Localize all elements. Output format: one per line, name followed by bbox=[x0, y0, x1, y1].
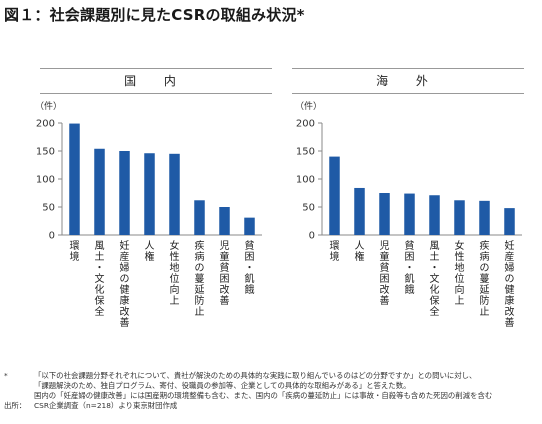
x-category-label: 女性地位向上 bbox=[455, 239, 465, 307]
bar bbox=[479, 200, 490, 235]
bar bbox=[194, 200, 205, 235]
bar bbox=[219, 207, 230, 235]
bar bbox=[454, 200, 465, 235]
footnote-mark bbox=[4, 381, 34, 391]
x-category-label: 風土・文化保全 bbox=[95, 240, 105, 318]
footnote-row: 「課題解決のため、独自プログラム、寄付、役職員の参加等、企業としての具体的な取組… bbox=[4, 381, 492, 391]
x-category-label: 妊産婦の健康改善 bbox=[120, 239, 130, 329]
footnote-mark bbox=[4, 391, 34, 401]
y-tick-label: 100 bbox=[296, 175, 315, 186]
bar bbox=[169, 153, 180, 235]
y-tick-label: 50 bbox=[42, 203, 55, 214]
y-tick-label: 100 bbox=[36, 175, 55, 186]
x-category-label: 貧困・飢餓 bbox=[245, 239, 255, 296]
y-tick-label: 150 bbox=[36, 147, 55, 158]
x-category-label: 貧困・飢餓 bbox=[405, 239, 415, 296]
source-row: 出所： CSR企業調査（n=218）より東京財団作成 bbox=[4, 401, 492, 411]
y-axis-label: （件） bbox=[35, 100, 62, 112]
figure-title: 図１：社会課題別に見たCSRの取組み状況* bbox=[4, 6, 305, 24]
source-label: 出所： bbox=[4, 401, 27, 410]
bar bbox=[329, 156, 340, 235]
bar bbox=[119, 151, 130, 235]
bar bbox=[379, 193, 390, 235]
y-tick-label: 0 bbox=[309, 231, 315, 242]
footnote-mark: * bbox=[4, 371, 8, 380]
footnote-text: 「課題解決のため、独自プログラム、寄付、役職員の参加等、企業としての具体的な取組… bbox=[34, 381, 411, 390]
y-tick-label: 200 bbox=[36, 119, 55, 130]
footnote-text: 国内の「妊産婦の健康改善」には国産期の環境整備も含む、また、国内の「疾病の蔓延防… bbox=[34, 391, 493, 400]
bar bbox=[244, 217, 255, 235]
bar bbox=[94, 148, 105, 235]
y-tick-label: 50 bbox=[302, 203, 315, 214]
x-category-label: 妊産婦の健康改善 bbox=[505, 239, 515, 329]
x-category-label: 女性地位向上 bbox=[170, 239, 180, 307]
x-category-label: 児童貧困改善 bbox=[380, 240, 390, 307]
x-category-label: 環境 bbox=[330, 240, 340, 263]
y-tick-label: 0 bbox=[49, 231, 55, 242]
y-tick-label: 200 bbox=[296, 119, 315, 130]
y-axis-label: （件） bbox=[295, 100, 322, 112]
bar bbox=[144, 153, 155, 235]
x-category-label: 人権 bbox=[145, 240, 155, 263]
panel-title-overseas: 海 外 bbox=[292, 68, 524, 94]
x-category-label: 児童貧困改善 bbox=[220, 240, 230, 307]
bar-charts: （件） 0 50 100 150 200 環境 風土・文化保全 妊産婦の健康改善 人権 女性地位向上… bbox=[35, 100, 522, 329]
footnote-row: 国内の「妊産婦の健康改善」には国産期の環境整備も含む、また、国内の「疾病の蔓延防… bbox=[4, 391, 492, 401]
bar bbox=[69, 123, 80, 235]
panel-title-domestic: 国 内 bbox=[40, 68, 272, 94]
footnote-text: 「以下の社会課題分野それぞれについて、貴社が解決のための具体的な実践に取り組んで… bbox=[34, 371, 477, 380]
footnotes: * 「以下の社会課題分野それぞれについて、貴社が解決のための具体的な実践に取り組ん… bbox=[4, 371, 492, 411]
x-category-label: 疾病の蔓延防止 bbox=[195, 239, 205, 318]
footnote-row: * 「以下の社会課題分野それぞれについて、貴社が解決のための具体的な実践に取り組ん… bbox=[4, 371, 492, 381]
bar bbox=[404, 193, 415, 235]
x-category-label: 人権 bbox=[355, 240, 365, 263]
x-category-label: 環境 bbox=[70, 240, 80, 263]
source-text: CSR企業調査（n=218）より東京財団作成 bbox=[34, 401, 178, 410]
x-category-label: 疾病の蔓延防止 bbox=[480, 239, 490, 318]
x-category-label: 風土・文化保全 bbox=[430, 240, 440, 318]
bar bbox=[354, 187, 365, 235]
bar bbox=[429, 195, 440, 235]
y-tick-label: 150 bbox=[296, 147, 315, 158]
bar bbox=[504, 208, 515, 235]
